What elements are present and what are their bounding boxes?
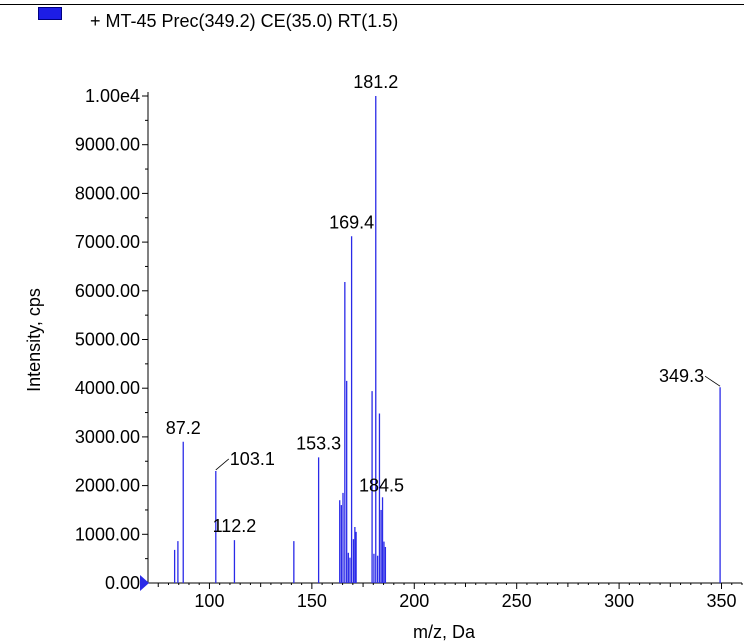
peak-label: 169.4 — [329, 212, 374, 232]
legend-label: + MT-45 Prec(349.2) CE(35.0) RT(1.5) — [90, 11, 399, 31]
y-tick-label: 5000.00 — [75, 330, 140, 350]
peak-labels: 181.2 169.4 349.3 87.2 153.3 103.1 184.5 112.2 — [166, 72, 721, 536]
y-tick-label: 1000.00 — [75, 524, 140, 544]
y-tick-label: 2000.00 — [75, 476, 140, 496]
peak-label: 184.5 — [359, 475, 404, 495]
y-tick-label: 4000.00 — [75, 378, 140, 398]
x-tick-label: 250 — [502, 591, 532, 611]
x-tick-label: 350 — [706, 591, 736, 611]
x-axis-title: m/z, Da — [413, 622, 476, 641]
x-tick-label: 100 — [194, 591, 224, 611]
y-tick-label: 9000.00 — [75, 135, 140, 155]
peak-label: 112.2 — [213, 516, 257, 536]
peak-label: 349.3 — [659, 366, 704, 386]
y-tick-label: 0.00 — [105, 573, 140, 593]
x-tick-label: 300 — [604, 591, 634, 611]
peak-label: 181.2 — [353, 72, 398, 92]
y-tick-label: 6000.00 — [75, 281, 140, 301]
top-border-line — [0, 4, 744, 5]
peak-label: 103.1 — [230, 449, 275, 469]
peak-label-leader — [704, 375, 721, 387]
spectrum-peaks — [173, 96, 721, 583]
x-tick-label: 200 — [399, 591, 429, 611]
y-tick-label: 8000.00 — [75, 183, 140, 203]
baseline-marker-icon — [140, 575, 149, 591]
y-tick-label: 7000.00 — [75, 232, 140, 252]
y-tick-label: 1.00e4 — [85, 86, 140, 106]
x-tick-label: 150 — [297, 591, 327, 611]
y-tick-label: 3000.00 — [75, 427, 140, 447]
peak-label: 87.2 — [166, 418, 201, 438]
peak-label: 153.3 — [296, 433, 341, 453]
peak-label-leader — [215, 458, 230, 471]
chart-axes: 0.00 1000.00 2000.00 3000.00 4000.00 5000.00 6… — [75, 86, 743, 611]
legend-color-swatch — [38, 7, 62, 20]
y-axis-title: Intensity, cps — [24, 288, 44, 392]
